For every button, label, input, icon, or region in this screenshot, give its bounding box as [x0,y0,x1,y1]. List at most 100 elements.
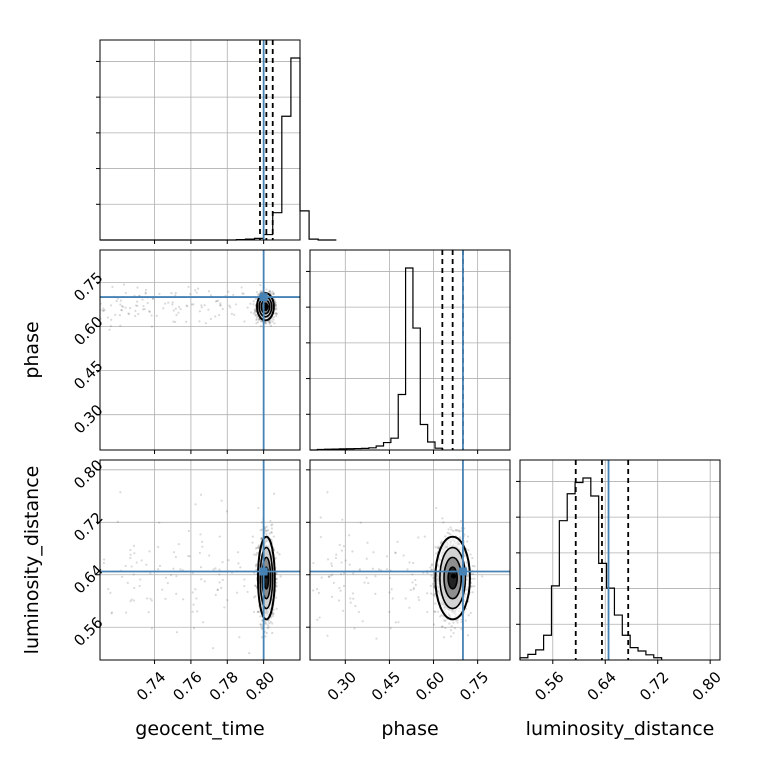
histogram-panel-geocent_time [96,39,337,244]
sample-point [404,597,407,600]
sample-point [318,616,321,619]
sample-point [243,320,246,323]
sample-point [446,531,449,534]
sample-point [141,298,144,301]
sample-point [311,589,315,592]
x-tick-label: 0.60 [412,668,448,704]
sample-point [196,610,199,613]
sample-point [275,571,278,575]
y-axis-label-phase: phase [21,321,43,378]
sample-point [371,567,375,570]
x-tick-label: 0.56 [531,668,567,704]
sample-point [275,307,278,310]
sample-point [357,610,361,614]
sample-point [253,311,256,314]
sample-point [144,288,148,292]
sample-point [147,611,150,614]
sample-point [471,564,474,568]
sample-point [119,299,122,302]
sample-point [361,620,364,623]
sample-point [440,540,443,543]
sample-point [179,568,182,571]
sample-point [275,314,278,318]
2d-panel-phase-luminosity_distance: 0.30 0.45 0.60 0.75 [306,459,511,704]
sample-point [246,306,249,309]
sample-point [274,303,277,306]
sample-point [388,576,392,580]
sample-point [417,536,420,539]
sample-point [320,576,323,579]
sample-point [203,580,206,583]
x-axis-label-geocent_time: geocent_time [135,718,264,740]
sample-point [192,627,196,630]
sample-point [164,302,167,305]
sample-point [192,603,195,606]
sample-point [246,590,249,594]
sample-point [182,598,185,601]
sample-point [268,622,271,625]
sample-point [456,618,459,622]
sample-point [467,549,470,552]
sample-point [391,597,394,600]
sample-point [270,531,273,534]
y-tick-label: 0.56 [70,614,106,650]
sample-point [338,586,341,590]
sample-point [200,304,203,307]
sample-point [443,619,446,622]
sample-point [255,317,259,320]
sample-point [218,535,221,538]
sample-point [434,546,437,549]
sample-point [342,545,345,548]
sample-point [388,591,391,594]
sample-point [110,318,113,321]
sample-point [412,561,415,565]
sample-point [106,316,109,319]
sample-point [272,293,275,296]
sample-point [275,312,279,315]
sample-point [271,320,274,323]
sample-point [433,610,436,613]
sample-point [232,293,235,297]
sample-point [374,592,377,595]
sample-point [148,550,151,553]
sample-point [103,308,106,312]
sample-point [118,314,122,317]
sample-point [255,315,258,318]
sample-point [199,493,203,496]
truth-marker [458,567,467,576]
x-tick-label: 0.75 [456,668,492,704]
sample-point [111,285,114,288]
sample-point [365,576,368,579]
sample-point [367,581,370,585]
sample-point [139,578,142,581]
sample-point [170,292,173,295]
sample-point [316,618,319,621]
sample-point [175,575,178,578]
sample-point [204,322,207,325]
sample-point [265,622,268,625]
sample-point [275,577,278,580]
sample-point [229,306,232,309]
sample-point [426,610,429,614]
sample-point [218,573,221,576]
sample-point [363,581,366,584]
sample-point [203,304,206,307]
sample-point [334,556,338,560]
sample-point [326,558,330,561]
sample-point [274,305,278,308]
sample-point [266,627,269,630]
density-peak [451,573,457,579]
sample-point [252,303,255,306]
sample-point [115,299,118,303]
sample-point [186,305,189,308]
sample-point [259,291,263,294]
sample-point [259,319,263,322]
sample-point [257,318,260,322]
sample-point [127,312,131,316]
panel-frame [99,459,301,661]
sample-point [254,584,257,587]
sample-point [330,574,333,577]
sample-point [259,325,262,328]
sample-point [219,304,222,307]
2d-panel-geocent_time-luminosity_distance: 0.74 0.76 0.78 0.800.560.640.720.80 [70,456,301,704]
